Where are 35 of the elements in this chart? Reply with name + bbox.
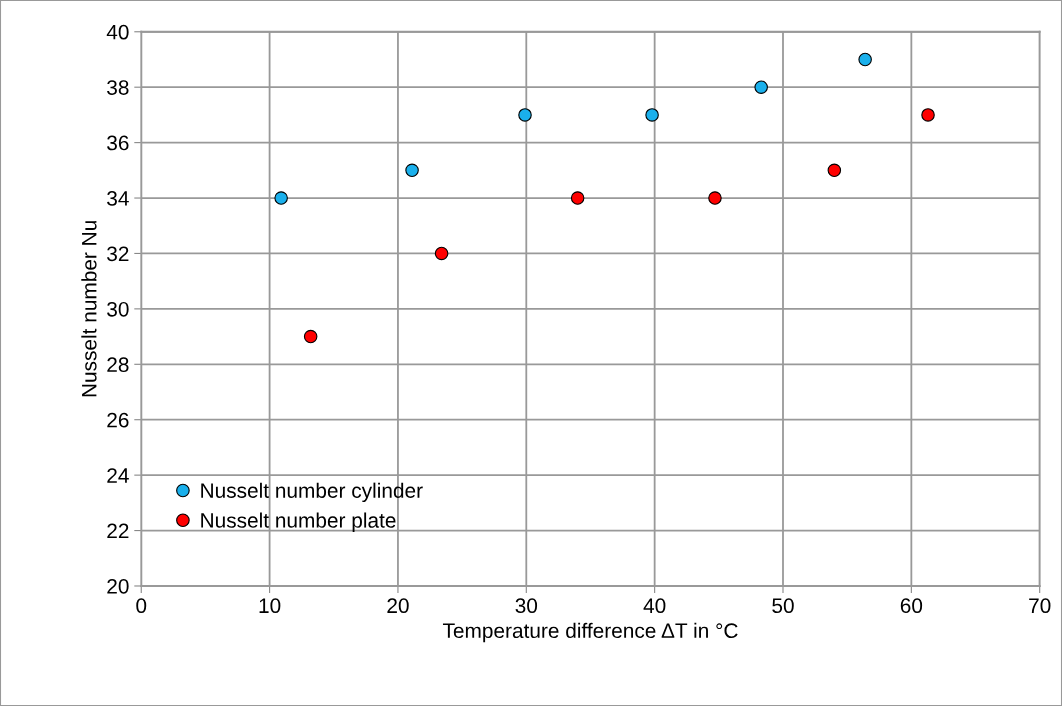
x-tick-label: 40 <box>643 598 666 614</box>
point <box>754 80 768 94</box>
point <box>858 52 872 67</box>
point <box>518 108 532 122</box>
x-tick-label: 50 <box>772 598 794 614</box>
y-tick-label: 20 <box>107 578 129 594</box>
point <box>921 108 935 122</box>
x-tick-label: 60 <box>900 598 923 614</box>
y-tick-label: 32 <box>107 246 129 262</box>
legend-label: Nusselt number cylinder <box>201 482 423 503</box>
y-tick-label: 38 <box>107 80 129 95</box>
y-tick-label: 24 <box>107 468 129 483</box>
y-tick-label: 34 <box>107 191 129 206</box>
y-tick-label: 28 <box>107 357 129 373</box>
point <box>708 191 722 205</box>
point <box>570 191 585 205</box>
x-tick-label: 0 <box>136 598 147 614</box>
x-tick-label: 20 <box>387 598 409 614</box>
point <box>827 163 842 178</box>
y-tick-label: 36 <box>107 135 129 151</box>
x-tick-label: 10 <box>259 598 281 614</box>
y-axis-title: Nusselt number Nu <box>81 221 97 397</box>
y-tick-label: 22 <box>107 523 129 539</box>
point <box>303 329 318 344</box>
legend-label: Nusselt number plate <box>201 512 396 532</box>
point <box>405 163 419 178</box>
y-tick-label: 26 <box>107 412 129 428</box>
x-tick-label: 70 <box>1029 598 1051 614</box>
point <box>434 246 449 261</box>
y-tick-label: 40 <box>106 24 129 40</box>
x-axis-title: Temperature difference ΔT in °C <box>442 622 738 643</box>
point <box>274 191 288 205</box>
x-tick-label: 30 <box>515 598 538 614</box>
point <box>645 108 659 122</box>
y-tick-label: 30 <box>107 301 129 317</box>
